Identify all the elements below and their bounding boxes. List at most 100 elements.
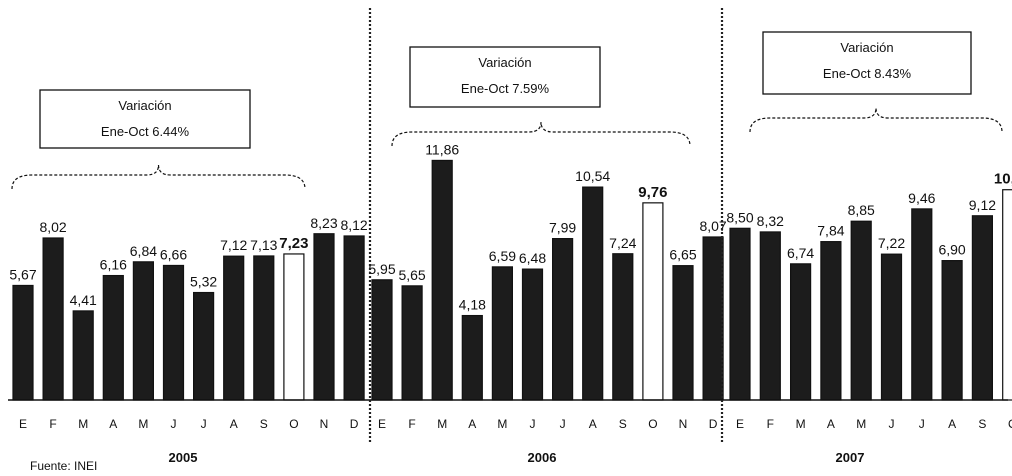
x-tick-2005-8: A (230, 417, 238, 431)
annotation-box-2005 (39, 89, 251, 149)
value-label-2005-7: 5,32 (190, 274, 217, 290)
bar-2007-S-9 (971, 215, 994, 401)
x-tick-2005-1: E (19, 417, 27, 431)
value-label-2005-11: 8,23 (310, 215, 337, 231)
x-tick-2007-1: E (736, 417, 744, 431)
value-label-2005-4: 6,16 (100, 257, 127, 273)
x-tick-2007-5: M (856, 417, 866, 431)
value-label-2006-1: 5,95 (368, 261, 395, 277)
value-label-2006-2: 5,65 (398, 267, 425, 283)
value-label-2005-5: 6,84 (130, 243, 157, 259)
x-tick-2007-10: O (1008, 417, 1012, 431)
x-tick-2006-10: O (648, 417, 657, 431)
x-tick-2006-6: J (530, 417, 536, 431)
value-label-2005-3: 4,41 (70, 292, 97, 308)
x-tick-2007-7: J (919, 417, 925, 431)
bar-2006-E-1 (371, 279, 393, 401)
bar-2007-A-8 (941, 260, 963, 401)
annotation-value-2006: Ene-Oct 7.59% (461, 81, 550, 96)
bar-2007-E-1 (729, 227, 751, 401)
value-label-2006-12: 8,07 (699, 218, 726, 234)
annotation-brace-2005 (11, 164, 306, 190)
x-tick-2006-8: A (589, 417, 597, 431)
value-label-2006-6: 6,48 (519, 250, 546, 266)
value-label-2007-3: 6,74 (787, 245, 814, 261)
x-tick-2007-9: S (978, 417, 986, 431)
annotation-value-2007: Ene-Oct 8.43% (823, 66, 912, 81)
x-tick-2005-5: M (138, 417, 148, 431)
x-tick-2006-9: S (619, 417, 627, 431)
x-tick-2005-9: S (260, 417, 268, 431)
bar-2007-A-4 (820, 241, 842, 401)
bar-2005-O-10 (283, 253, 305, 401)
x-tick-2007-6: J (889, 417, 895, 431)
value-label-2007-7: 9,46 (908, 190, 935, 206)
x-tick-2005-10: O (289, 417, 298, 431)
bar-2005-M-3 (72, 310, 94, 401)
bar-2007-J-6 (880, 253, 903, 401)
bar-2007-M-5 (850, 220, 872, 401)
value-label-2006-10: 9,76 (638, 184, 667, 201)
value-label-2007-8: 6,90 (938, 242, 965, 258)
year-2006-label: 2006 (528, 450, 557, 465)
value-label-2005-8: 7,12 (220, 237, 247, 253)
bar-2007-M-3 (789, 263, 812, 401)
bar-2006-J-7 (551, 238, 574, 401)
annotation-box-2007 (762, 31, 972, 95)
bar-2005-A-8 (223, 255, 245, 401)
x-tick-2007-8: A (948, 417, 956, 431)
bar-2005-E-1 (12, 284, 34, 401)
value-label-2005-12: 8,12 (340, 217, 367, 233)
source-note: Fuente: INEI (30, 459, 97, 473)
year-2005-label: 2005 (169, 450, 198, 465)
bar-2005-A-4 (102, 274, 124, 401)
annotation-title-2007: Variación (840, 40, 893, 55)
x-tick-labels-layer: E F M A M J J A S O N D 2005 E F M A M J J A S O N D 2006 E F M A M J J A… (19, 417, 1012, 465)
value-label-2005-6: 6,66 (160, 246, 187, 262)
annotation-title-2006: Variación (478, 55, 531, 70)
bar-2006-O-10 (642, 202, 664, 401)
x-tick-2006-2: F (408, 417, 415, 431)
x-tick-2005-12: D (350, 417, 359, 431)
value-label-2006-9: 7,24 (609, 235, 636, 251)
x-tick-2006-4: A (468, 417, 476, 431)
x-tick-2006-5: M (497, 417, 507, 431)
bar-2005-S-9 (253, 255, 275, 401)
value-label-2005-9: 7,13 (250, 237, 277, 253)
bar-2007-O-10 (1002, 189, 1012, 401)
x-tick-2005-7: J (201, 417, 207, 431)
value-label-2007-10: 10,41 (994, 171, 1012, 188)
bar-2007-J-7 (911, 208, 933, 401)
bar-2006-N-11 (672, 265, 694, 401)
annotation-box-2006 (409, 46, 601, 108)
x-tick-2005-11: N (320, 417, 329, 431)
bar-2005-D-12 (343, 235, 365, 401)
x-tick-2007-3: M (796, 417, 806, 431)
bar-2006-A-4 (461, 314, 483, 401)
x-tick-2007-4: A (827, 417, 835, 431)
annotations-layer: Variación Ene-Oct 6.44% Variación Ene-Oct 7… (11, 31, 1003, 190)
value-label-2006-3: 11,86 (425, 141, 459, 157)
annotation-brace-2006 (391, 121, 691, 147)
value-label-2007-4: 7,84 (817, 223, 844, 239)
x-tick-2005-2: F (49, 417, 56, 431)
bar-2006-J-6 (521, 268, 544, 401)
bar-2006-F-2 (401, 285, 423, 401)
x-tick-2006-11: N (679, 417, 688, 431)
bar-2005-N-11 (313, 233, 335, 401)
annotation-value-2005: Ene-Oct 6.44% (101, 124, 190, 139)
value-label-2006-5: 6,59 (489, 248, 516, 264)
value-label-2007-6: 7,22 (878, 235, 905, 251)
x-tick-2006-1: E (378, 417, 386, 431)
annotation-brace-2007 (749, 107, 1003, 133)
value-label-2007-1: 8,50 (726, 209, 753, 225)
x-tick-2005-6: J (171, 417, 177, 431)
value-label-2006-7: 7,99 (549, 220, 576, 236)
value-label-2007-5: 8,85 (848, 202, 875, 218)
bar-2006-A-8 (582, 186, 604, 401)
bar-2006-D-12 (702, 236, 724, 401)
bar-2006-M-3 (431, 159, 453, 401)
bar-2007-F-2 (759, 231, 781, 401)
x-tick-2007-2: F (767, 417, 774, 431)
